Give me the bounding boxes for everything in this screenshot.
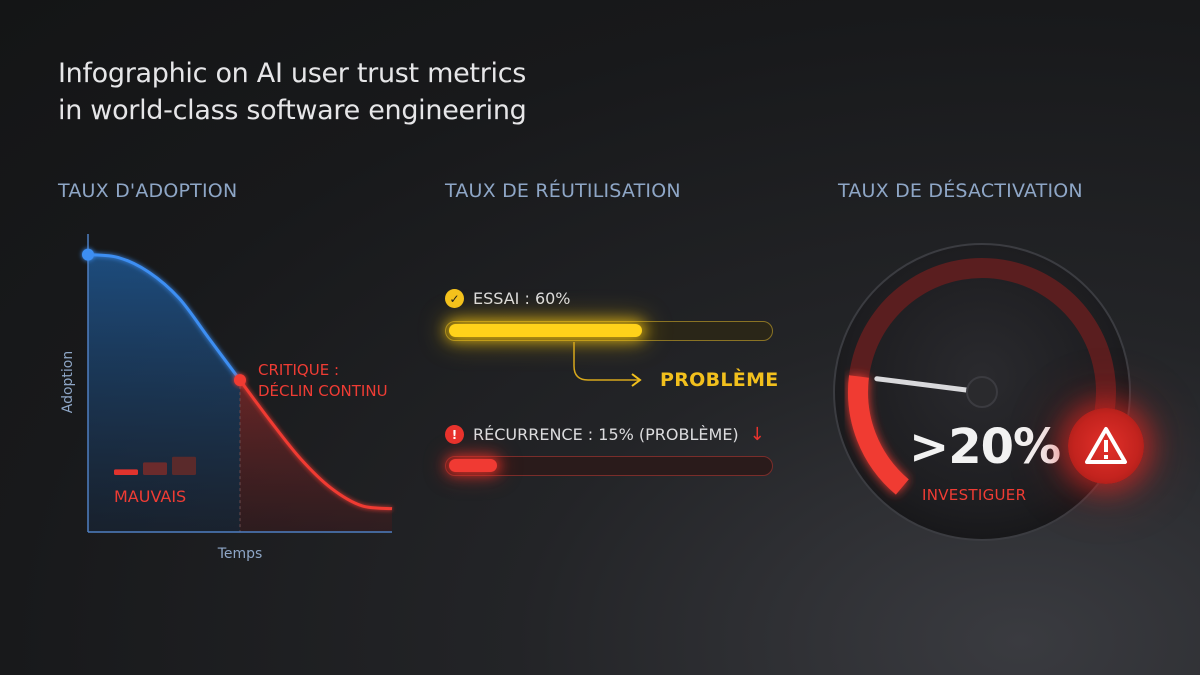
gauge-value-arc	[848, 375, 909, 495]
mini-bar	[172, 456, 196, 475]
mini-bar	[143, 462, 167, 475]
recurrence-progress-fill	[449, 459, 498, 472]
problem-connector	[573, 342, 642, 387]
problem-label: PROBLÈME	[660, 369, 779, 391]
down-arrow-icon: ↓	[749, 424, 765, 445]
trial-progress-bar	[445, 321, 773, 341]
check-icon: ✓	[445, 289, 464, 308]
x-axis-label: Temps	[217, 546, 263, 562]
deactivation-gauge	[833, 243, 1131, 541]
trial-progress-fill	[449, 324, 643, 337]
exclamation-icon: !	[445, 425, 464, 444]
gauge-needle	[874, 376, 985, 395]
trial-label-text: ESSAI : 60%	[473, 289, 571, 308]
y-axis-label: Adoption	[60, 351, 76, 414]
reuse-heading: TAUX DE RÉUTILISATION	[445, 180, 681, 202]
recurrence-label: ! RÉCURRENCE : 15% (PROBLÈME) ↓	[445, 424, 765, 445]
warning-badge	[1068, 408, 1144, 484]
adoption-line-healthy	[87, 253, 242, 382]
critical-label-line-2: DÉCLIN CONTINU	[258, 381, 388, 400]
bad-label: MAUVAIS	[114, 487, 186, 506]
gauge-value: >20%	[909, 419, 1061, 475]
adoption-area-healthy	[88, 254, 240, 532]
mini-bar	[114, 469, 138, 475]
gauge-hub	[966, 376, 998, 408]
start-point	[82, 248, 94, 261]
page-title: Infographic on AI user trust metrics in …	[58, 55, 527, 129]
warning-icon	[1085, 427, 1127, 464]
deactivation-heading: TAUX DE DÉSACTIVATION	[838, 180, 1083, 202]
trial-label: ✓ ESSAI : 60%	[445, 289, 571, 308]
adoption-heading: TAUX D'ADOPTION	[58, 180, 238, 202]
recurrence-label-text: RÉCURRENCE : 15% (PROBLÈME)	[473, 425, 739, 444]
critical-label-line-1: CRITIQUE :	[258, 361, 339, 379]
adoption-area-critical	[240, 380, 392, 532]
adoption-line-critical	[238, 379, 393, 511]
title-line-1: Infographic on AI user trust metrics	[58, 58, 527, 89]
critical-point	[234, 374, 246, 387]
title-line-2: in world-class software engineering	[58, 95, 527, 126]
mini-bars	[114, 456, 196, 475]
investigate-label: INVESTIGUER	[922, 486, 1027, 504]
recurrence-progress-bar	[445, 456, 773, 476]
